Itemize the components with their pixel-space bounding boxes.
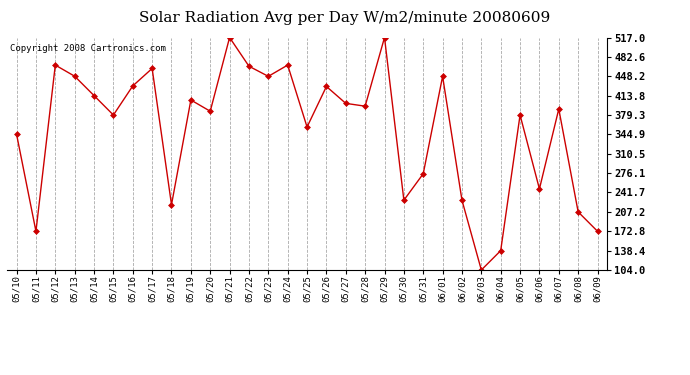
Text: Solar Radiation Avg per Day W/m2/minute 20080609: Solar Radiation Avg per Day W/m2/minute … — [139, 11, 551, 25]
Text: Copyright 2008 Cartronics.com: Copyright 2008 Cartronics.com — [10, 45, 166, 54]
